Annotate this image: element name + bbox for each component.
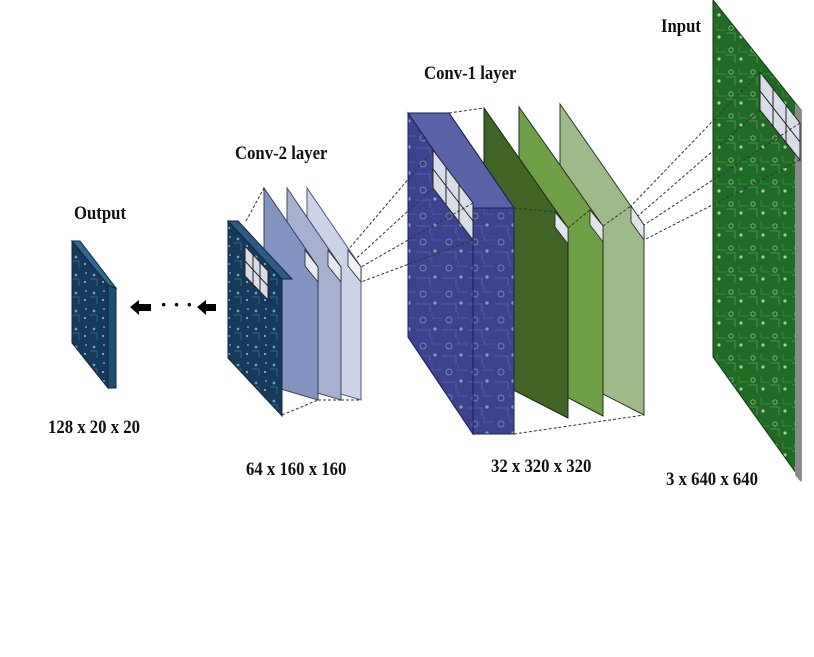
input-dimensions: 3 x 640 x 640 <box>666 469 758 490</box>
input-board-face <box>712 0 802 482</box>
output-layer <box>70 239 118 390</box>
conv2-layer <box>226 186 362 418</box>
flow-arrows: · · · <box>130 292 216 317</box>
conv2-block-top <box>226 220 294 280</box>
conv1-layer <box>407 102 645 436</box>
output-title: Output <box>74 203 127 224</box>
conv1-dimensions: 32 x 320 x 320 <box>491 456 592 477</box>
conv2-kernel-cell <box>347 248 362 284</box>
conv1-kernel-grid-line <box>432 168 474 222</box>
left-arrow-icon <box>130 300 151 315</box>
conv1-title: Conv-1 layer <box>424 63 517 84</box>
conv2-kernel-cell <box>327 248 342 284</box>
projection-lines-input-to-conv1 <box>630 71 801 241</box>
conv1-map-links <box>448 107 645 435</box>
conv1-kernel-cell <box>554 210 569 246</box>
conv1-kernel-cell <box>630 204 645 242</box>
input-title: Input <box>661 16 701 37</box>
output-block-side <box>107 284 117 389</box>
ellipsis-text: · · · <box>160 292 193 317</box>
conv1-block-front <box>472 207 515 435</box>
projection-lines-conv1-to-conv2 <box>347 149 474 283</box>
input-layer <box>712 0 802 482</box>
input-kernel-grid-line <box>759 90 801 143</box>
output-block-top <box>70 240 118 290</box>
left-arrow-icon <box>197 300 216 315</box>
conv2-kernel-grid-line <box>244 260 269 287</box>
conv2-dimensions: 64 x 160 x 160 <box>246 459 347 480</box>
conv2-title: Conv-2 layer <box>235 143 328 164</box>
input-board-edge <box>795 103 801 482</box>
conv1-kernel-cell <box>589 208 604 244</box>
conv2-map-links <box>245 187 361 416</box>
output-dimensions: 128 x 20 x 20 <box>48 417 140 438</box>
conv2-kernel-cell <box>304 248 319 284</box>
